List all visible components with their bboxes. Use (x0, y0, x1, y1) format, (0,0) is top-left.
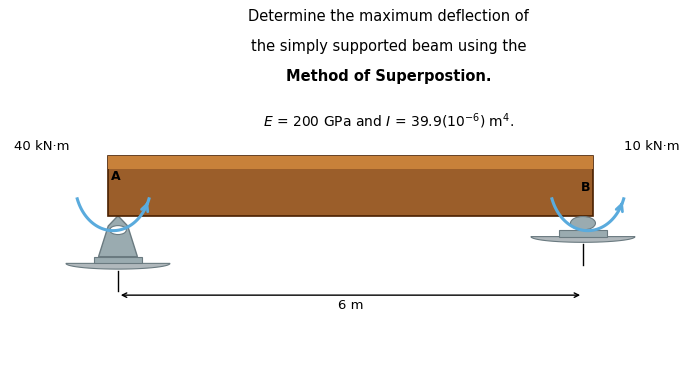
Text: Method of Superpostion.: Method of Superpostion. (286, 69, 491, 84)
Polygon shape (531, 237, 635, 242)
Text: $E$ = 200 GPa and $I$ = 39.9(10$^{-6}$) m$^4$.: $E$ = 200 GPa and $I$ = 39.9(10$^{-6}$) … (263, 112, 514, 131)
Bar (108, 156, 593, 169)
Text: the simply supported beam using the: the simply supported beam using the (251, 39, 526, 54)
Text: B: B (580, 182, 590, 194)
Text: 10 kN·m: 10 kN·m (625, 140, 680, 153)
Text: Determine the maximum deflection of: Determine the maximum deflection of (248, 9, 529, 24)
Text: A: A (111, 170, 121, 183)
Bar (559, 230, 607, 237)
Bar (108, 156, 593, 216)
Text: 6 m: 6 m (338, 299, 363, 312)
Polygon shape (66, 263, 170, 269)
Bar (94, 257, 142, 263)
Circle shape (570, 217, 595, 230)
Circle shape (110, 225, 126, 234)
Polygon shape (99, 216, 137, 257)
Text: 40 kN·m: 40 kN·m (14, 140, 69, 153)
